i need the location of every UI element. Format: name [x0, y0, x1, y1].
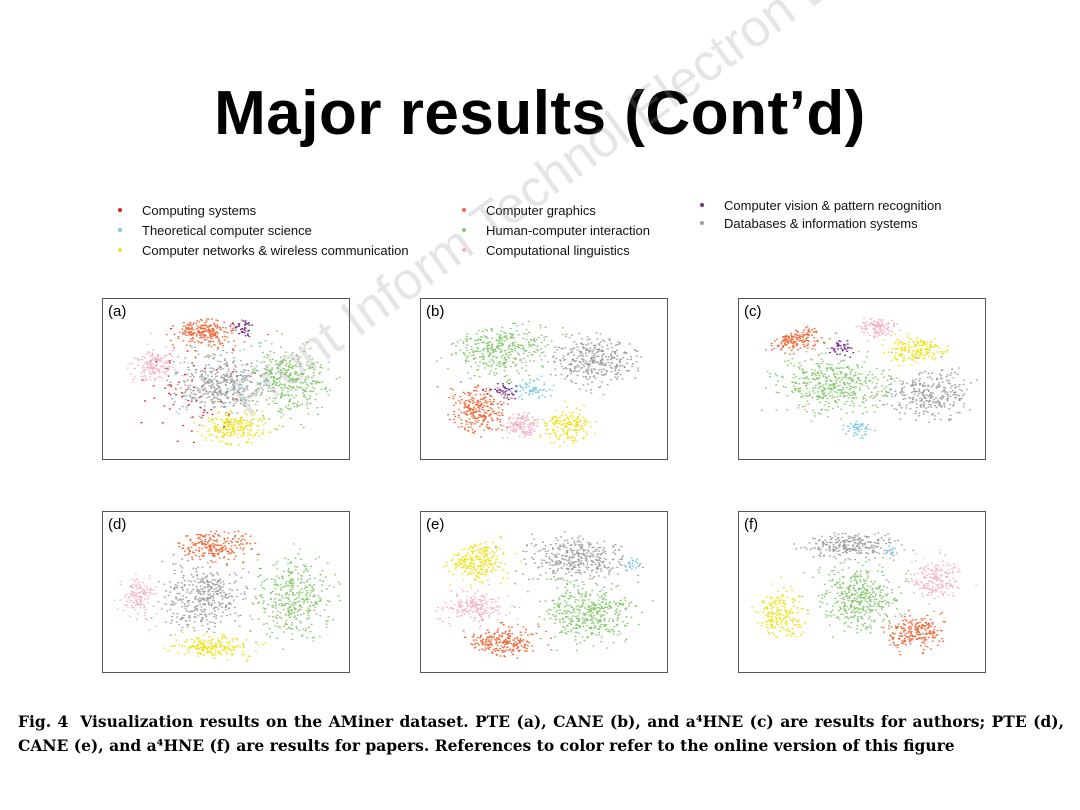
panel-label: (a) [108, 303, 127, 320]
legend-item: Theoretical computer science [102, 220, 409, 240]
legend-column-2: Computer graphics Human-computer interac… [446, 200, 650, 260]
point-cluster-red [140, 328, 238, 444]
point-cluster-pink [501, 412, 547, 439]
point-cluster-purple [829, 340, 855, 358]
point-cluster-blue [841, 420, 876, 439]
scatter-plot-e [435, 531, 654, 659]
scatter-panel-f: (f) [738, 511, 986, 673]
legend-item: Computing systems [102, 200, 409, 220]
point-cluster-blue [505, 375, 555, 400]
panel-label: (e) [426, 516, 445, 533]
legend-dot [118, 228, 122, 232]
point-cluster-yellow [193, 409, 280, 446]
panel-label: (c) [744, 303, 762, 320]
legend-column-3: Computer vision & pattern recognition Da… [684, 196, 942, 232]
legend-item: Databases & information systems [684, 214, 942, 232]
legend-label: Human-computer interaction [486, 222, 651, 238]
scatter-panel-a: (a) [102, 298, 350, 460]
point-cluster-gray [536, 327, 642, 396]
point-cluster-green [435, 320, 571, 391]
point-cluster-orange [462, 619, 553, 659]
point-cluster-orange [882, 609, 946, 656]
point-cluster-blue [143, 329, 285, 416]
legend-label: Theoretical computer science [142, 222, 312, 238]
legend-item: Computer networks & wireless communicati… [102, 240, 409, 260]
legend-label: Computer networks & wireless communicati… [142, 242, 409, 258]
point-cluster-green [513, 572, 654, 651]
point-cluster-green [233, 330, 341, 431]
scatter-panel-e: (e) [420, 511, 668, 673]
legend-item: Computer graphics [446, 200, 650, 220]
point-cluster-gray [793, 532, 915, 561]
point-cluster-orange [436, 381, 518, 438]
legend-dot [700, 203, 704, 207]
legend-label: Computer vision & pattern recognition [724, 197, 942, 213]
point-cluster-gray [875, 356, 978, 423]
point-cluster-pink [855, 317, 901, 342]
scatter-panel-d: (d) [102, 511, 350, 673]
point-cluster-purple [229, 320, 253, 338]
scatter-panel-b: (b) [420, 298, 668, 460]
point-cluster-gray [150, 558, 262, 636]
figure-number: Fig. 4 [18, 712, 69, 731]
point-cluster-purple [482, 383, 518, 406]
scatter-panel-c: (c) [738, 298, 986, 460]
point-cluster-blue [883, 545, 898, 561]
legend-label: Databases & information systems [724, 215, 918, 231]
slide-title: Major results (Cont’d) [214, 79, 866, 148]
legend-dot [118, 208, 122, 212]
legend-item: Computer vision & pattern recognition [684, 196, 942, 214]
point-cluster-blue [623, 557, 639, 572]
scatter-plot-b [435, 320, 642, 448]
legend-dot [462, 208, 466, 212]
legend-item: Human-computer interaction [446, 220, 650, 240]
legend-label: Computer graphics [486, 202, 596, 218]
point-cluster-yellow [751, 576, 809, 638]
legend-dot [462, 248, 466, 252]
point-cluster-yellow [443, 535, 522, 589]
point-cluster-orange [172, 530, 260, 567]
point-cluster-pink [910, 549, 978, 605]
point-cluster-yellow [534, 400, 597, 448]
legend-label: Computational linguistics [486, 242, 630, 258]
point-cluster-green [760, 342, 918, 422]
point-cluster-orange [165, 318, 269, 358]
point-cluster-yellow [881, 333, 949, 367]
scatter-plot-a [126, 318, 341, 446]
scatter-plot-d [113, 530, 341, 662]
point-cluster-orange [765, 325, 838, 356]
panel-label: (d) [108, 516, 127, 533]
legend-label: Computing systems [142, 202, 257, 218]
point-cluster-pink [126, 332, 190, 383]
point-cluster-yellow [163, 631, 266, 662]
caption-text: Visualization results on the AMiner data… [18, 712, 1064, 755]
point-cluster-gray [166, 338, 277, 426]
scatter-plot-c [760, 317, 978, 439]
scatter-plot-f [751, 532, 978, 656]
figure-caption: Fig. 4 Visualization results on the AMin… [18, 710, 1064, 758]
point-cluster-green [247, 543, 341, 650]
point-cluster-green [801, 557, 936, 638]
legend-dot [462, 228, 466, 232]
legend-column-1: Computing systems Theoretical computer s… [102, 200, 409, 260]
point-cluster-pink [113, 573, 166, 631]
panel-label: (b) [426, 303, 445, 320]
panel-label: (f) [744, 516, 759, 533]
point-cluster-gray [495, 531, 644, 593]
legend-dot [700, 221, 704, 225]
point-cluster-pink [435, 583, 521, 629]
legend-dot [118, 248, 122, 252]
legend-item: Computational linguistics [446, 240, 650, 260]
